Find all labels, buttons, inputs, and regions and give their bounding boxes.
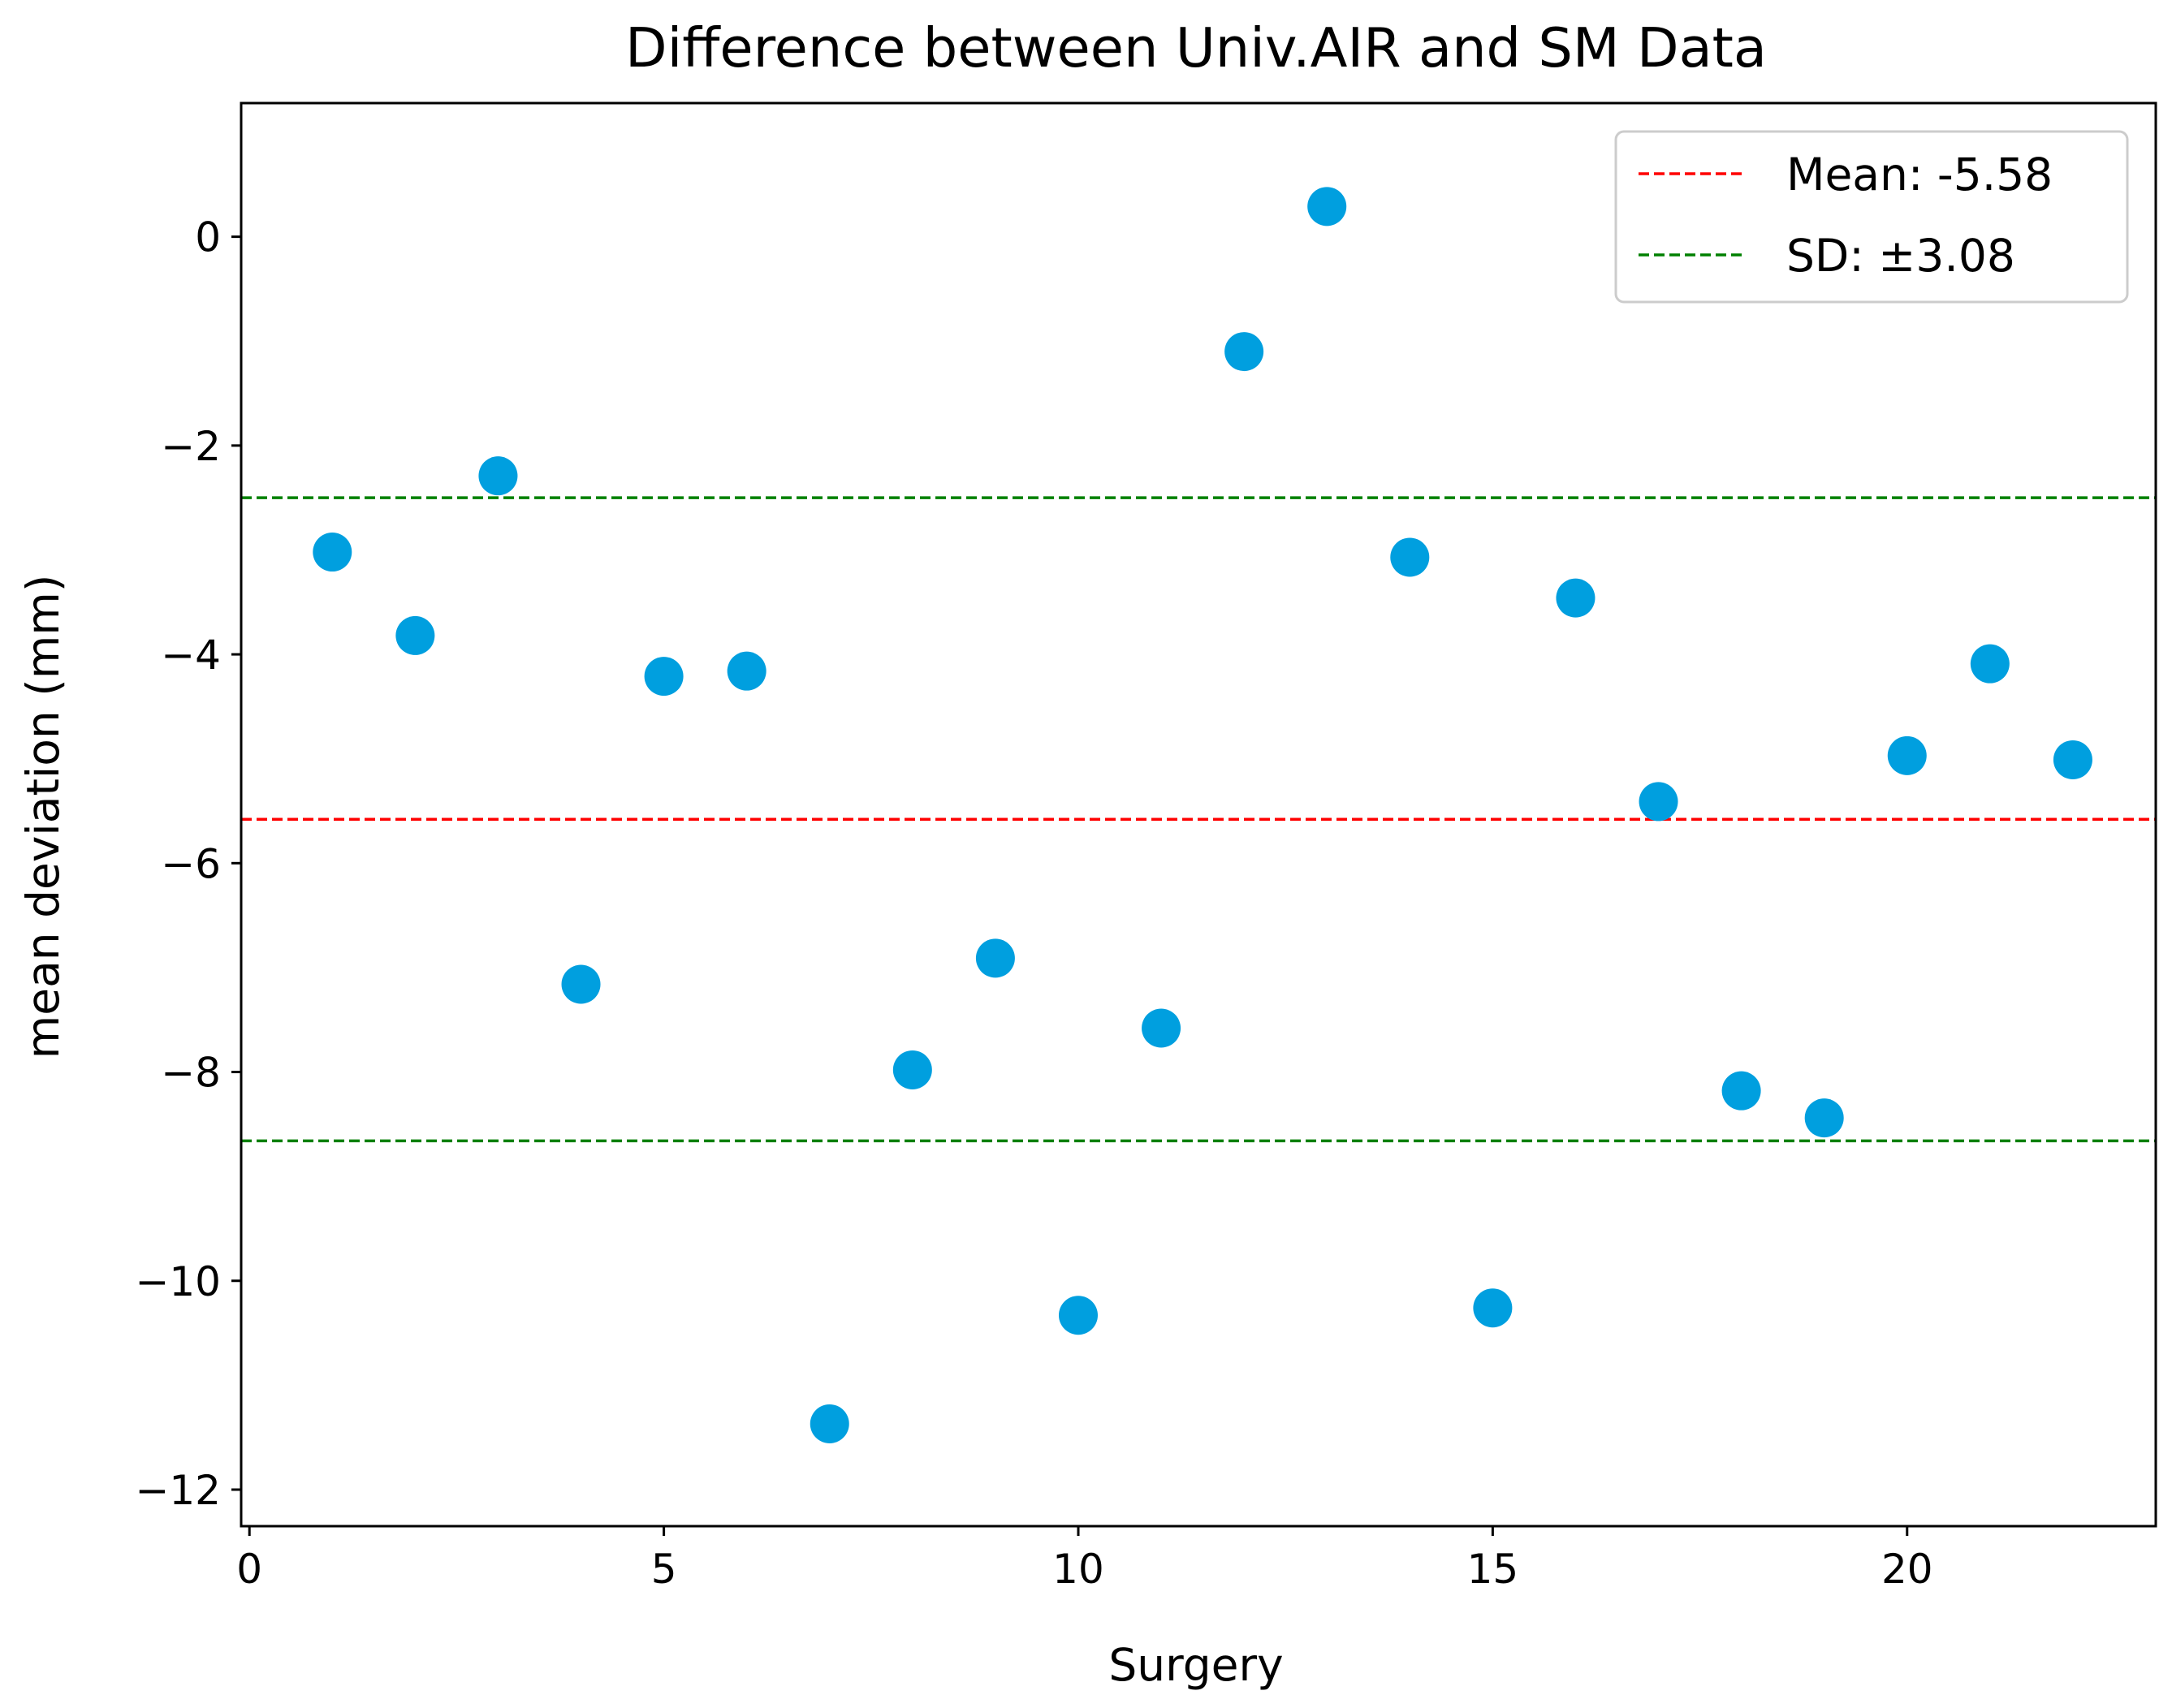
data-point (2053, 740, 2092, 779)
y-axis-label: mean deviation (mm) (17, 575, 69, 1059)
legend-mean-label: Mean: -5.58 (1786, 149, 2053, 201)
plot-frame (240, 101, 2157, 1528)
data-point (313, 533, 352, 572)
data-point (1058, 1296, 1098, 1335)
y-tick-label: 0 (195, 214, 221, 261)
chart-title: Difference between Univ.AIR and SM Data (625, 16, 1767, 80)
data-point (1390, 537, 1430, 577)
x-tick-label: 5 (651, 1546, 677, 1593)
x-tick-label: 0 (236, 1546, 262, 1593)
data-point (892, 1050, 932, 1089)
legend: Mean: -5.58 SD: ±3.08 (1614, 130, 2129, 304)
data-point (644, 657, 684, 697)
y-tick-label: −8 (161, 1050, 221, 1097)
x-tick-label: 10 (1052, 1546, 1104, 1593)
data-point (395, 615, 435, 655)
data-point (810, 1404, 849, 1443)
data-point (1307, 187, 1347, 226)
y-axis-ticks: 0 −2 −4 −6 −8 −10 −12 (135, 214, 241, 1514)
legend-sd-label: SD: ±3.08 (1786, 230, 2015, 282)
data-point (1556, 578, 1596, 618)
data-point (1970, 644, 2010, 684)
y-tick-label: −10 (135, 1258, 221, 1305)
data-point (1639, 782, 1678, 822)
data-point (478, 456, 518, 496)
data-point (561, 964, 601, 1004)
x-axis-label: Surgery (1108, 1639, 1283, 1691)
y-tick-label: −2 (161, 423, 221, 470)
reference-lines (241, 496, 2156, 1143)
y-tick-label: −12 (135, 1467, 221, 1514)
data-points (313, 187, 2092, 1443)
y-tick-label: −4 (161, 632, 221, 679)
data-point (727, 651, 766, 691)
x-tick-label: 20 (1881, 1546, 1933, 1593)
x-tick-label: 15 (1467, 1546, 1519, 1593)
y-tick-label: −6 (161, 840, 221, 887)
data-point (1473, 1288, 1513, 1328)
data-point (1224, 332, 1264, 372)
data-point (1142, 1008, 1181, 1048)
x-axis-ticks: 0 5 10 15 20 (236, 1526, 1933, 1593)
data-point (1721, 1071, 1761, 1111)
legend-box (1614, 130, 2129, 304)
data-point (1887, 735, 1927, 775)
data-point (1804, 1098, 1844, 1138)
data-point (975, 938, 1015, 978)
